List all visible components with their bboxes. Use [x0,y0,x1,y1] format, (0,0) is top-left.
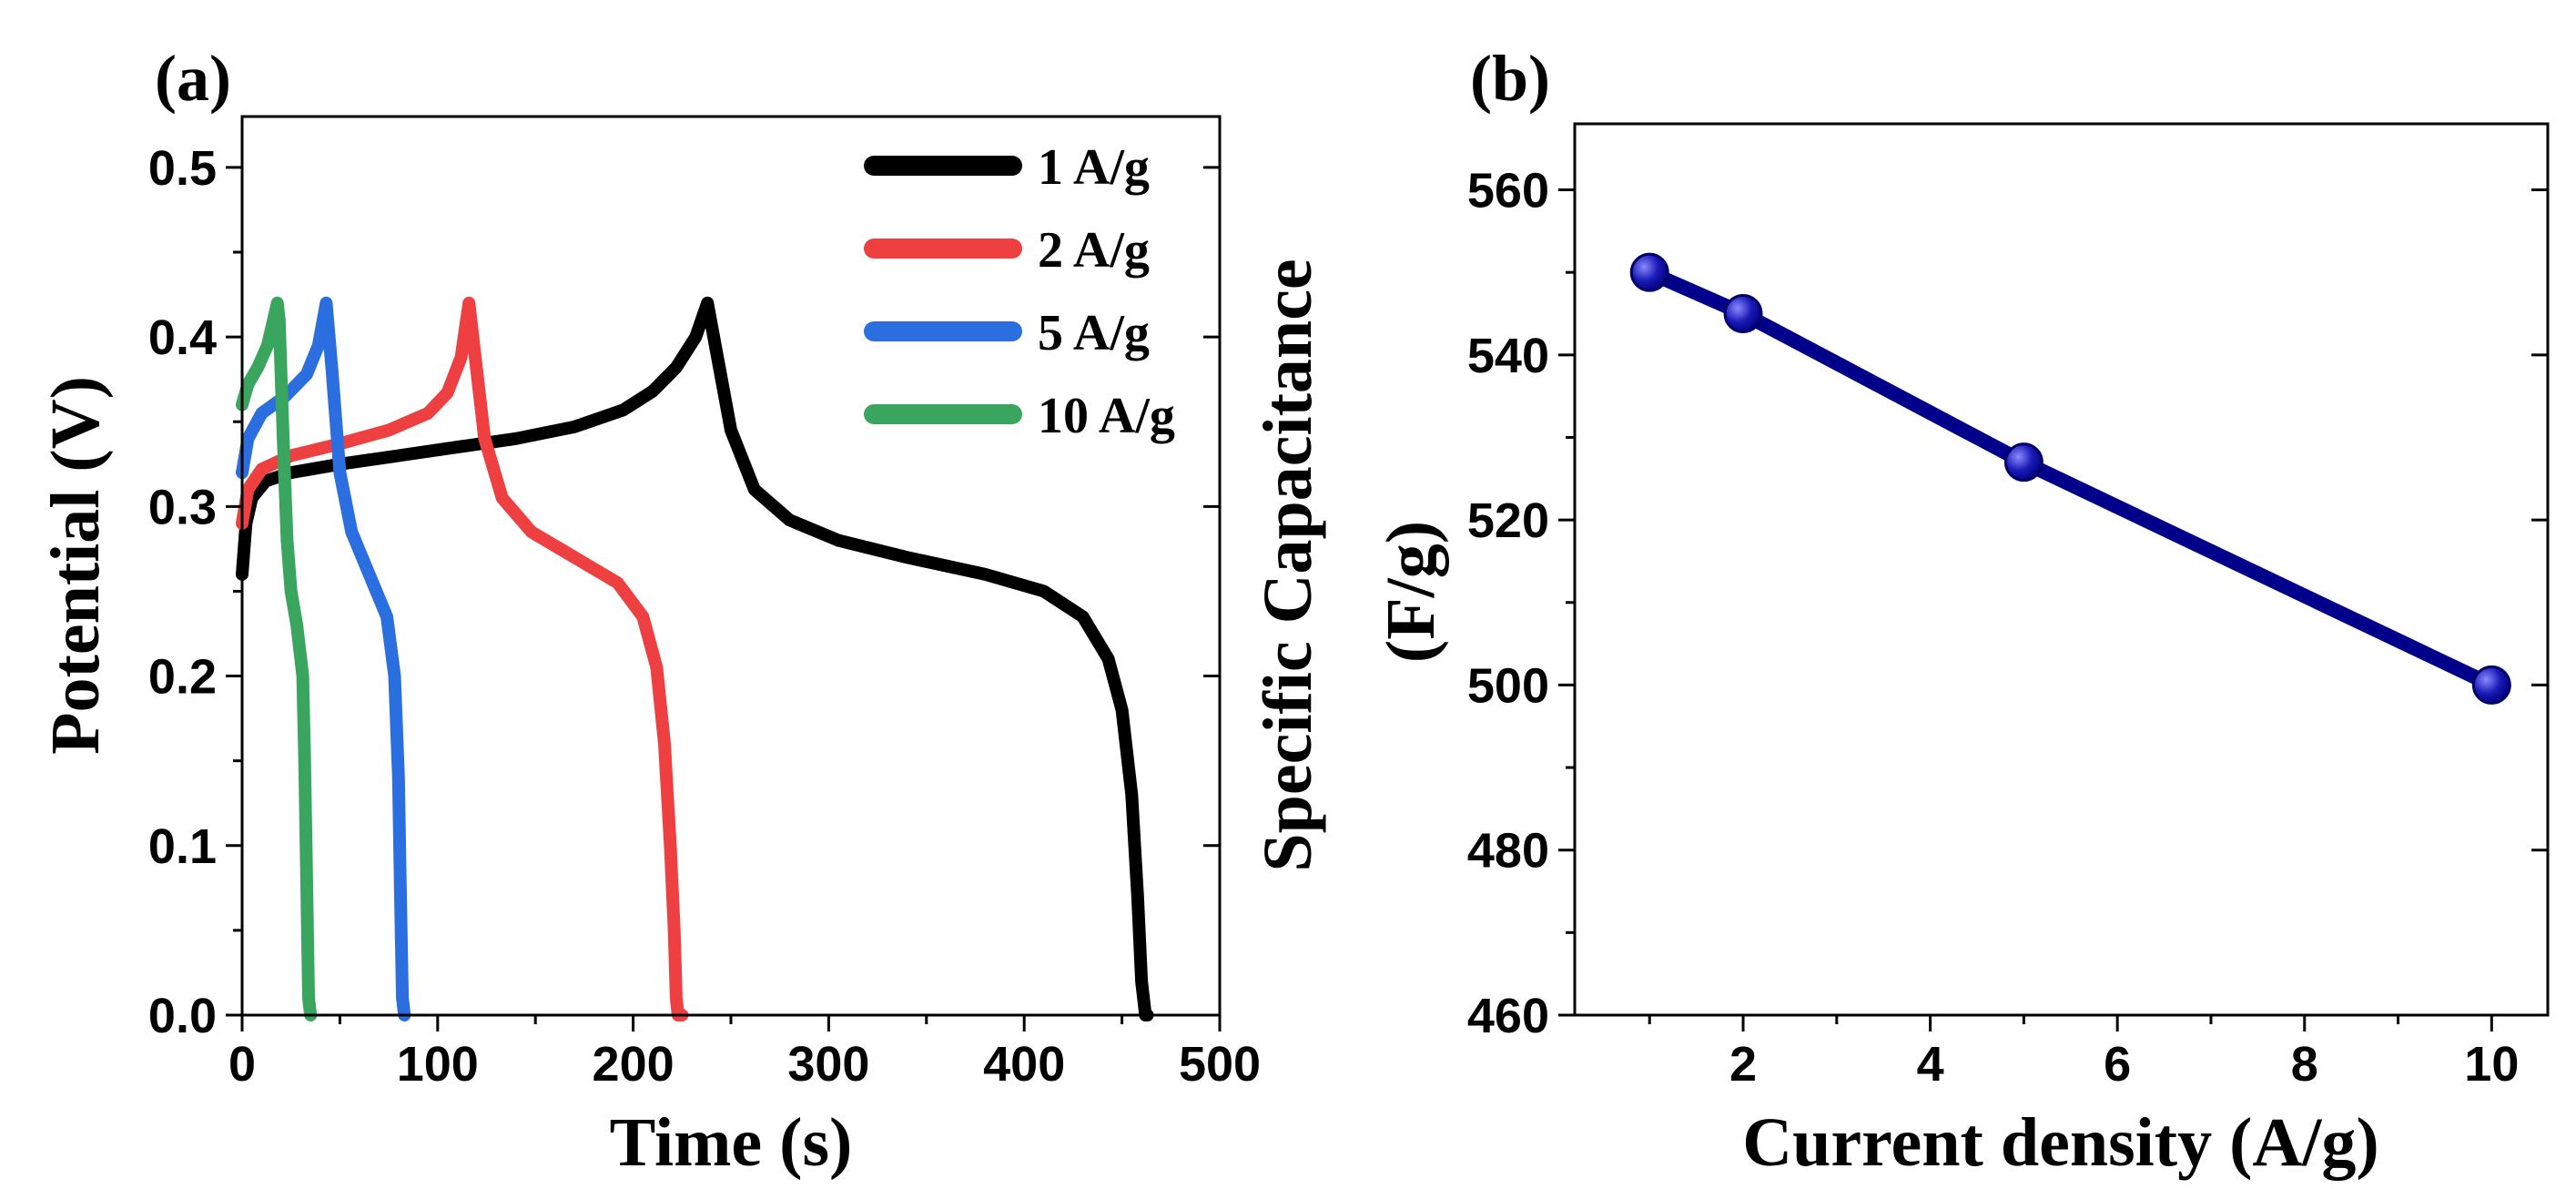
data-point-5-ag [2003,442,2044,483]
panel-b-y-tick-label: 480 [1467,824,1549,879]
panel-b-label: (b) [1470,42,1550,115]
series-line-capacitance [1642,265,2500,693]
panel-b-y-axis-title-line2: (F/g) [1373,521,1449,663]
panel-a-legend: 1 A/g 2 A/g 5 A/g 10 A/g [864,139,1175,444]
panel-a-x-tick-label: 100 [397,1037,479,1092]
panel-b-series-group [1629,252,2511,705]
legend-label-1-a-g: 1 A/g [1038,139,1150,196]
data-point-1-ag [1629,252,1669,292]
panel-a-ticks: 0 100 200 300 400 500 0.0 0.1 0.2 0.3 0.4 0.5 [148,141,1261,1092]
panel-b-y-tick-label: 520 [1467,493,1549,548]
series-line-5-a-g [236,296,411,1021]
panel-b-y-tick-label: 540 [1467,329,1549,383]
panel-b-y-tick-label: 560 [1467,164,1549,218]
panel-a-x-tick-label: 0 [228,1037,256,1092]
panel-b-x-tick-label: 10 [2464,1037,2519,1092]
series-line-10-a-g [236,296,318,1021]
panel-b-x-tick-label: 2 [1729,1037,1757,1092]
panel-a-y-axis-title: Potential (V) [37,376,114,755]
panel-a-y-tick-label: 0.2 [148,650,217,705]
data-point-2-ag [1723,293,1763,333]
panel-b-y-tick-label: 500 [1467,658,1549,713]
panel-b-y-axis-title-line1: Specific Capacitance [1250,259,1326,871]
data-point-10-ag [2471,665,2511,705]
panel-b-x-tick-label: 4 [1917,1037,1944,1092]
panel-a-x-tick-label: 400 [983,1037,1065,1092]
panel-a-label: (a) [155,42,231,115]
panel-a-y-tick-label: 0.5 [148,141,217,196]
panel-b-plot-frame [1573,122,2550,1017]
panel-b-x-tick-label: 8 [2291,1037,2318,1092]
panel-a-y-tick-label: 0.4 [148,310,217,365]
legend-label-10-a-g: 10 A/g [1038,388,1175,444]
panel-a-x-tick-label: 200 [593,1037,674,1092]
panel-a-y-tick-label: 0.1 [148,819,217,874]
panel-a-y-tick-label: 0.3 [148,480,217,534]
panel-a-plot-frame [240,115,1222,1017]
panel-a-x-tick-label: 300 [787,1037,869,1092]
panel-b-y-tick-label: 460 [1467,989,1549,1043]
panel-a-series-group [236,296,1154,1021]
panel-a: (a) 0 100 200 300 400 500 0.0 0.1 0.2 0.3 0.4 0.5 T… [37,42,1261,1181]
panel-b-x-tick-label: 6 [2104,1037,2131,1092]
panel-a-x-axis-title: Time (s) [610,1104,853,1181]
panel-b-ticks: 2 4 6 8 10 460 480 500 520 540 560 [1467,164,2548,1092]
panel-a-x-tick-label: 500 [1179,1037,1261,1092]
legend-label-2-a-g: 2 A/g [1038,222,1150,279]
legend-label-5-a-g: 5 A/g [1038,305,1150,361]
panel-a-y-tick-label: 0.0 [148,989,217,1043]
panel-b-x-axis-title: Current density (A/g) [1742,1104,2378,1181]
panel-b: (b) 2 4 6 8 10 460 480 500 520 540 560 Current den… [1250,42,2550,1181]
